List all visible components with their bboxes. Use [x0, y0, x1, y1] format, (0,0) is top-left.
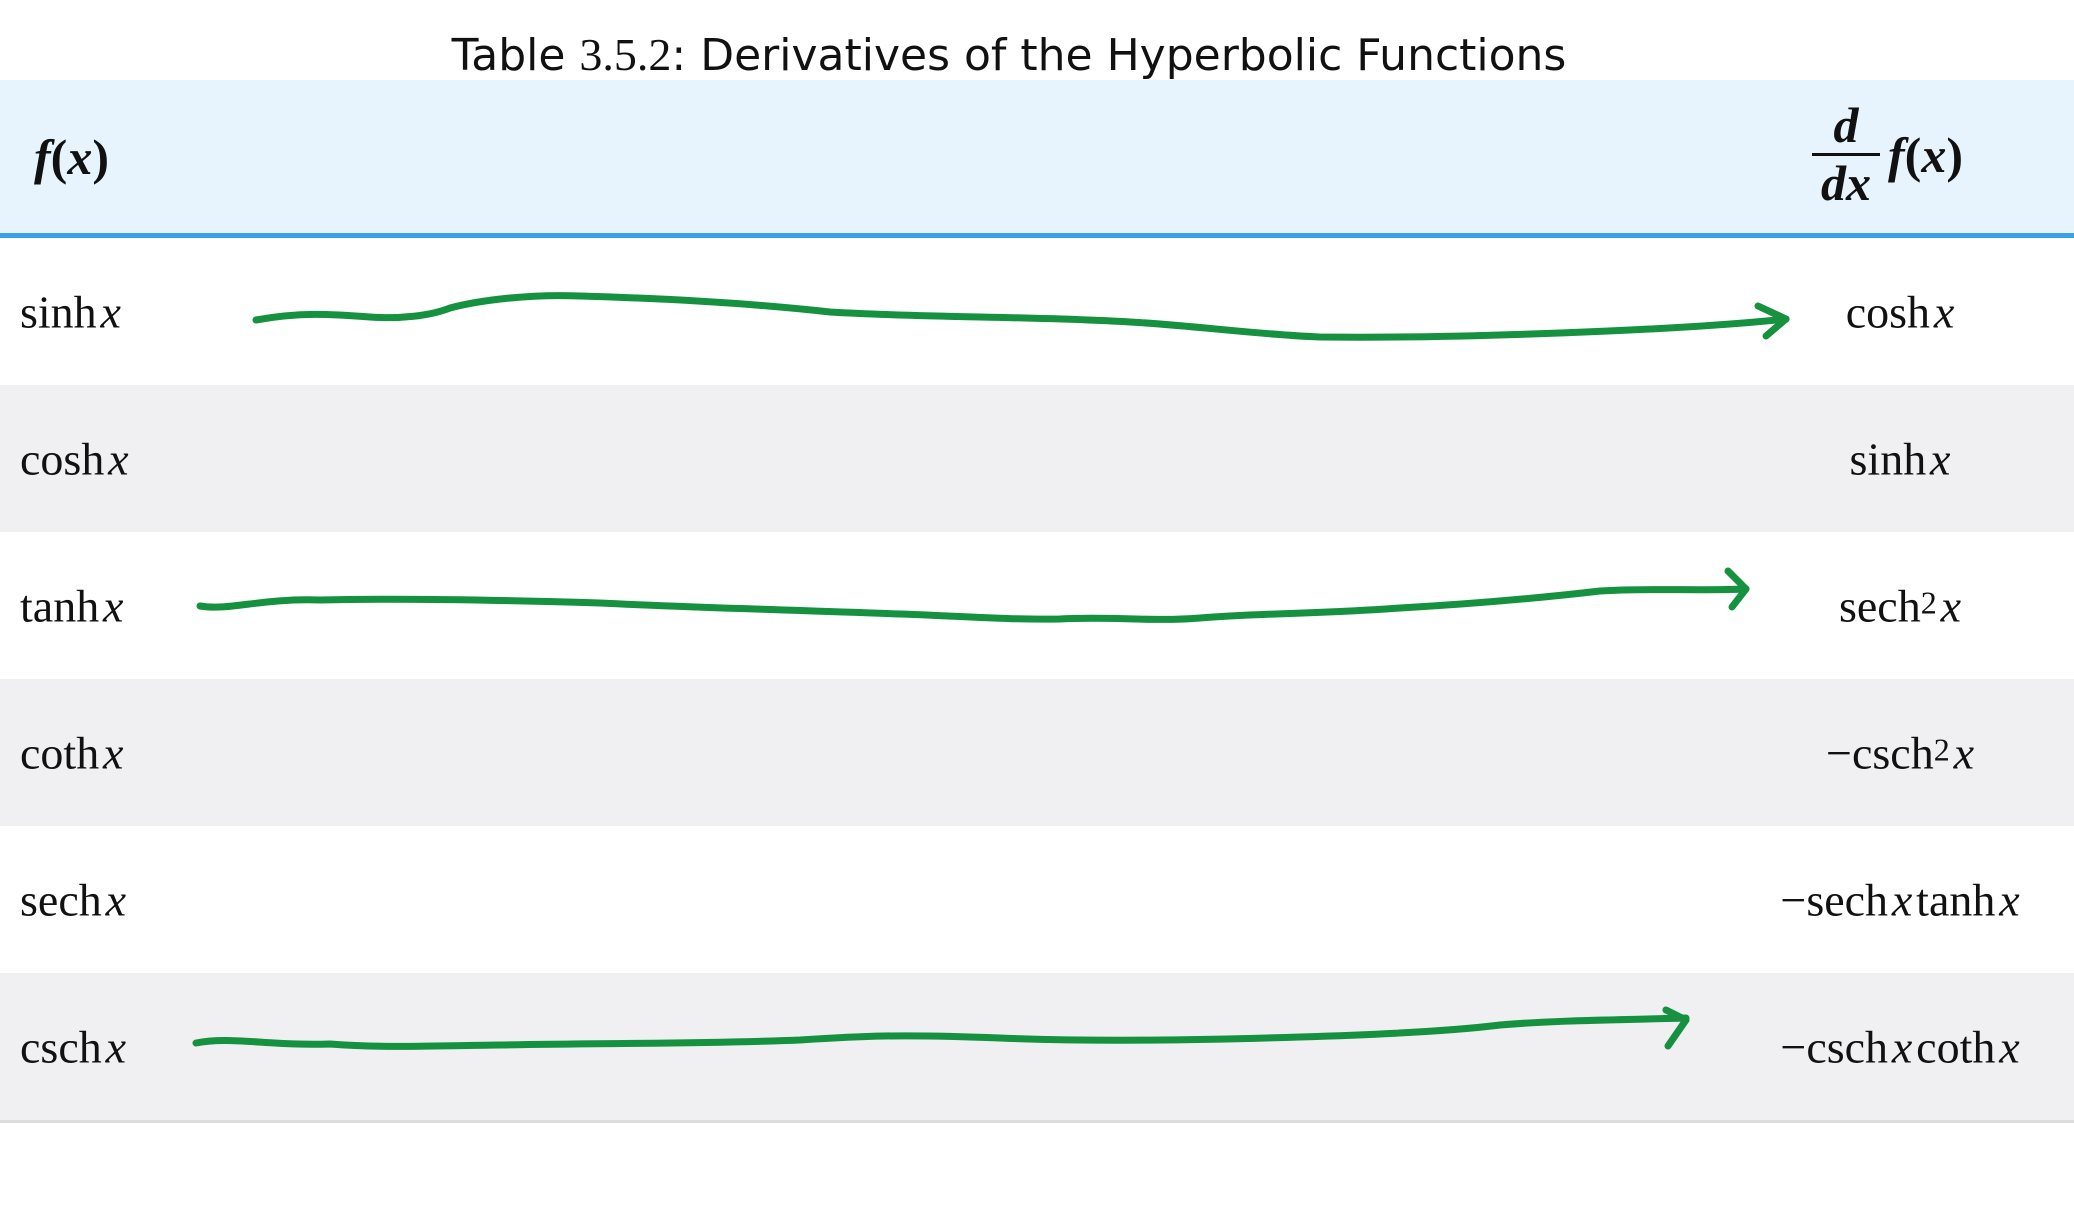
caption-prefix: Table — [451, 30, 580, 81]
function-cell: sinh x — [20, 286, 121, 337]
table-caption: Table 3.5.2: Derivatives of the Hyperbol… — [0, 28, 2018, 81]
function-cell: csch x — [20, 1021, 127, 1072]
table-row: tanh x sech2 x — [0, 532, 2074, 679]
derivative-cell: cosh x — [1845, 286, 1955, 337]
caption-title: : Derivatives of the Hyperbolic Function… — [671, 30, 1567, 81]
derivative-cell: sech2 x — [1838, 580, 1962, 631]
table-row: sech x −sech x tanh x — [0, 826, 2074, 973]
function-cell: cosh x — [20, 433, 129, 484]
function-cell: tanh x — [20, 580, 124, 631]
function-cell: coth x — [20, 727, 124, 778]
table-row: cosh x sinh x — [0, 385, 2074, 532]
table-row: csch x −csch x coth x — [0, 973, 2074, 1123]
derivatives-table: f(x) d dx f(x) sinh x cosh x cosh x sinh… — [0, 80, 2074, 1123]
table-row: sinh x cosh x — [0, 238, 2074, 385]
table-header: f(x) d dx f(x) — [0, 80, 2074, 238]
derivative-operator: d dx — [1812, 98, 1880, 211]
header-function: f(x) — [34, 128, 109, 185]
derivative-cell: −csch x coth x — [1780, 1021, 2020, 1072]
header-derivative: d dx f(x) — [1812, 98, 1963, 211]
caption-number: 3.5.2 — [579, 29, 672, 80]
table-row: coth x −csch2 x — [0, 679, 2074, 826]
derivative-cell: −sech x tanh x — [1780, 874, 2020, 925]
function-cell: sech x — [20, 874, 127, 925]
derivative-cell: −csch2 x — [1826, 727, 1974, 778]
derivative-cell: sinh x — [1849, 433, 1951, 484]
